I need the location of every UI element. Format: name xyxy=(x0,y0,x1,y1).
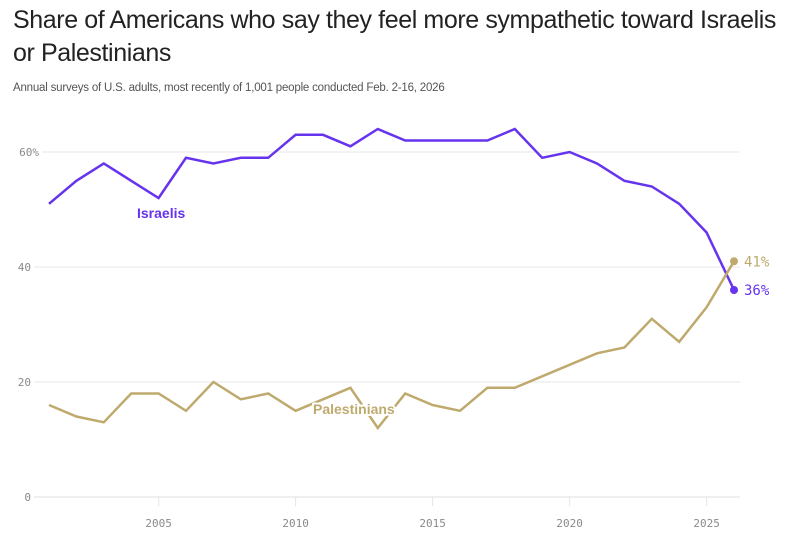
data-point-palestinians xyxy=(730,257,738,266)
y-axis: 0 20 40 60% xyxy=(18,146,40,504)
y-tick-label: 40 xyxy=(18,261,31,274)
x-tick-label: 2010 xyxy=(282,517,309,530)
x-tick-label: 2005 xyxy=(145,517,172,530)
series-lines xyxy=(48,127,738,431)
y-tick-label: 0 xyxy=(24,491,31,504)
y-tick-label: 20 xyxy=(18,376,31,389)
y-tick-label: 60% xyxy=(19,146,39,159)
series-line-israelis xyxy=(48,127,736,291)
series-label-israelis: Israelis xyxy=(137,205,185,221)
gridlines xyxy=(34,151,740,498)
series-line-palestinians xyxy=(48,260,736,431)
end-value-israelis: 36% xyxy=(744,283,770,299)
end-value-palestinians: 41% xyxy=(744,254,770,270)
x-tick-label: 2025 xyxy=(693,517,720,530)
series-label-palestinians: Palestinians xyxy=(313,401,395,417)
series-labels: Israelis Palestinians 36% 41% xyxy=(135,203,770,419)
x-tick-label: 2020 xyxy=(556,517,583,530)
chart-subtitle: Annual surveys of U.S. adults, most rece… xyxy=(13,82,445,94)
chart-title: Share of Americans who say they feel mor… xyxy=(13,6,777,67)
x-tick-label: 2015 xyxy=(419,517,446,530)
data-point-israelis xyxy=(730,286,738,294)
x-axis: 2005 2010 2015 2020 2025 xyxy=(145,497,720,530)
